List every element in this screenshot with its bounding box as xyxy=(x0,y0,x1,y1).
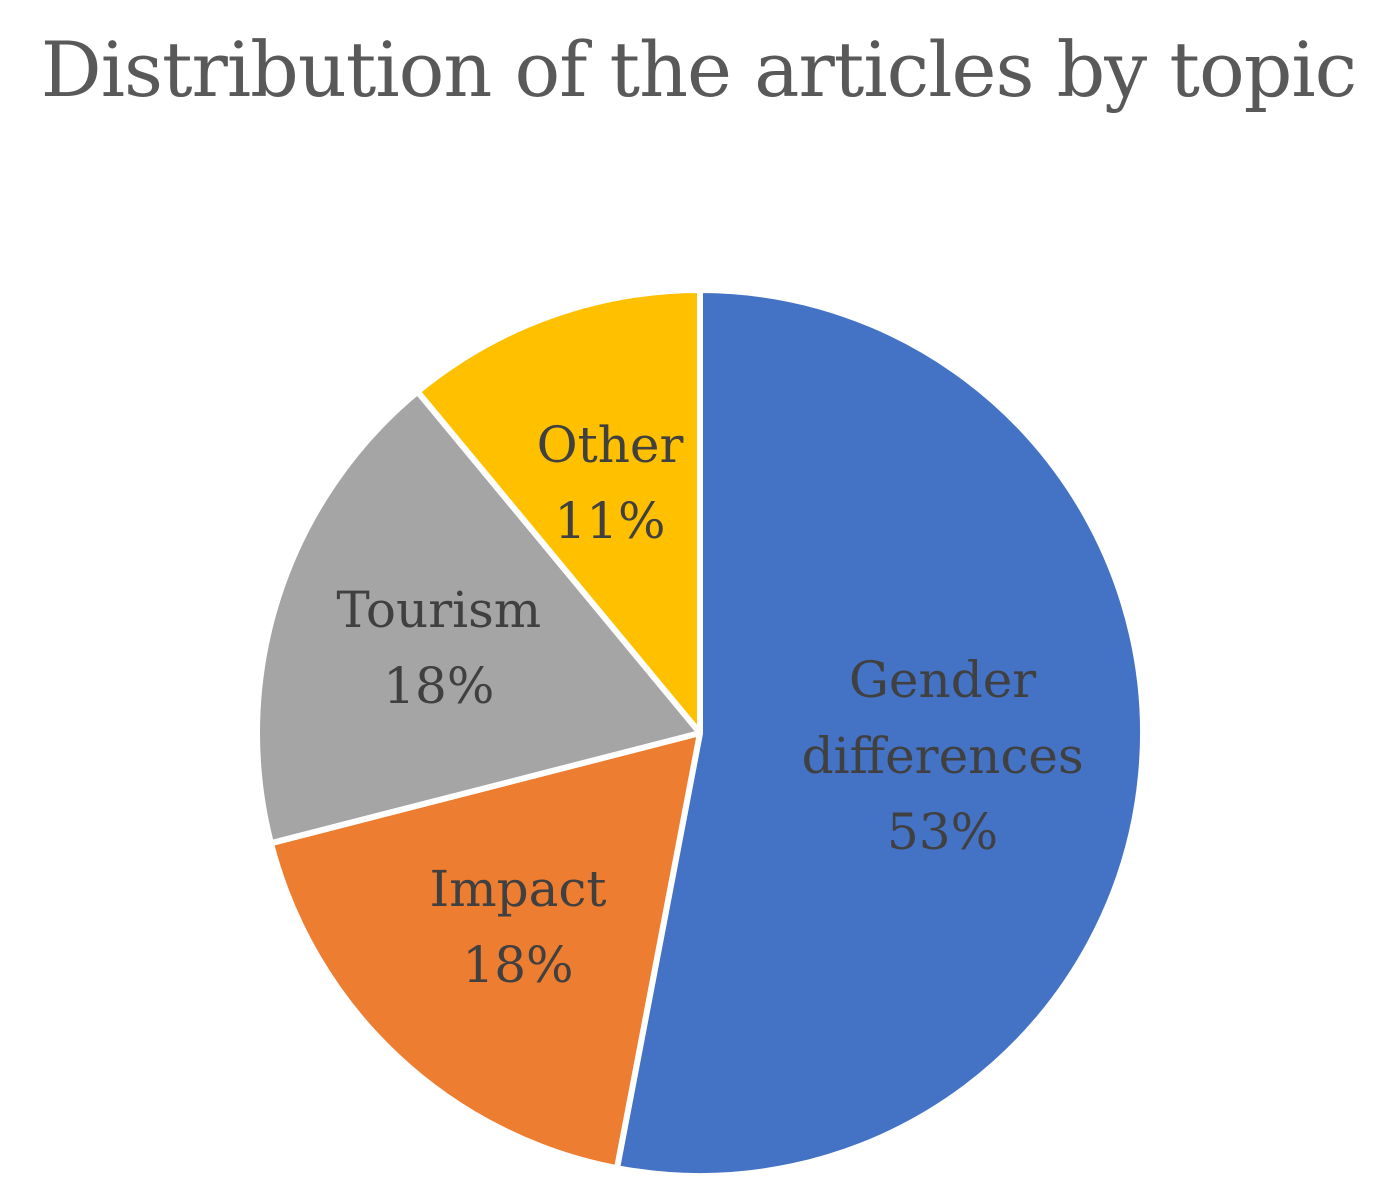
pie-slice-other xyxy=(414,287,703,736)
data-label-value: 18% xyxy=(383,657,494,715)
pie-slice-tourism xyxy=(254,388,703,847)
pie-labels: Gender differences 53% Impact 18% Tourism 18% O… xyxy=(336,416,1083,994)
data-label-category: differences xyxy=(802,727,1084,785)
data-label-value: 11% xyxy=(554,492,665,550)
data-label-value: 53% xyxy=(887,803,998,861)
data-label-category: Impact xyxy=(429,860,606,918)
data-label-category: Tourism xyxy=(336,581,541,639)
pie-slices xyxy=(254,287,1147,1179)
data-label-category: Gender xyxy=(849,651,1036,709)
chart-title: Distribution of the articles by topic xyxy=(40,25,1357,114)
data-label-gender-differences: Gender differences 53% xyxy=(802,651,1084,861)
data-label-tourism: Tourism 18% xyxy=(336,581,541,715)
pie-slice-gender-differences xyxy=(613,287,1147,1179)
pie-slice-impact xyxy=(267,730,703,1172)
data-label-impact: Impact 18% xyxy=(429,860,606,994)
data-label-category: Other xyxy=(537,416,684,474)
data-label-other: Other 11% xyxy=(537,416,684,550)
data-label-value: 18% xyxy=(462,936,573,994)
